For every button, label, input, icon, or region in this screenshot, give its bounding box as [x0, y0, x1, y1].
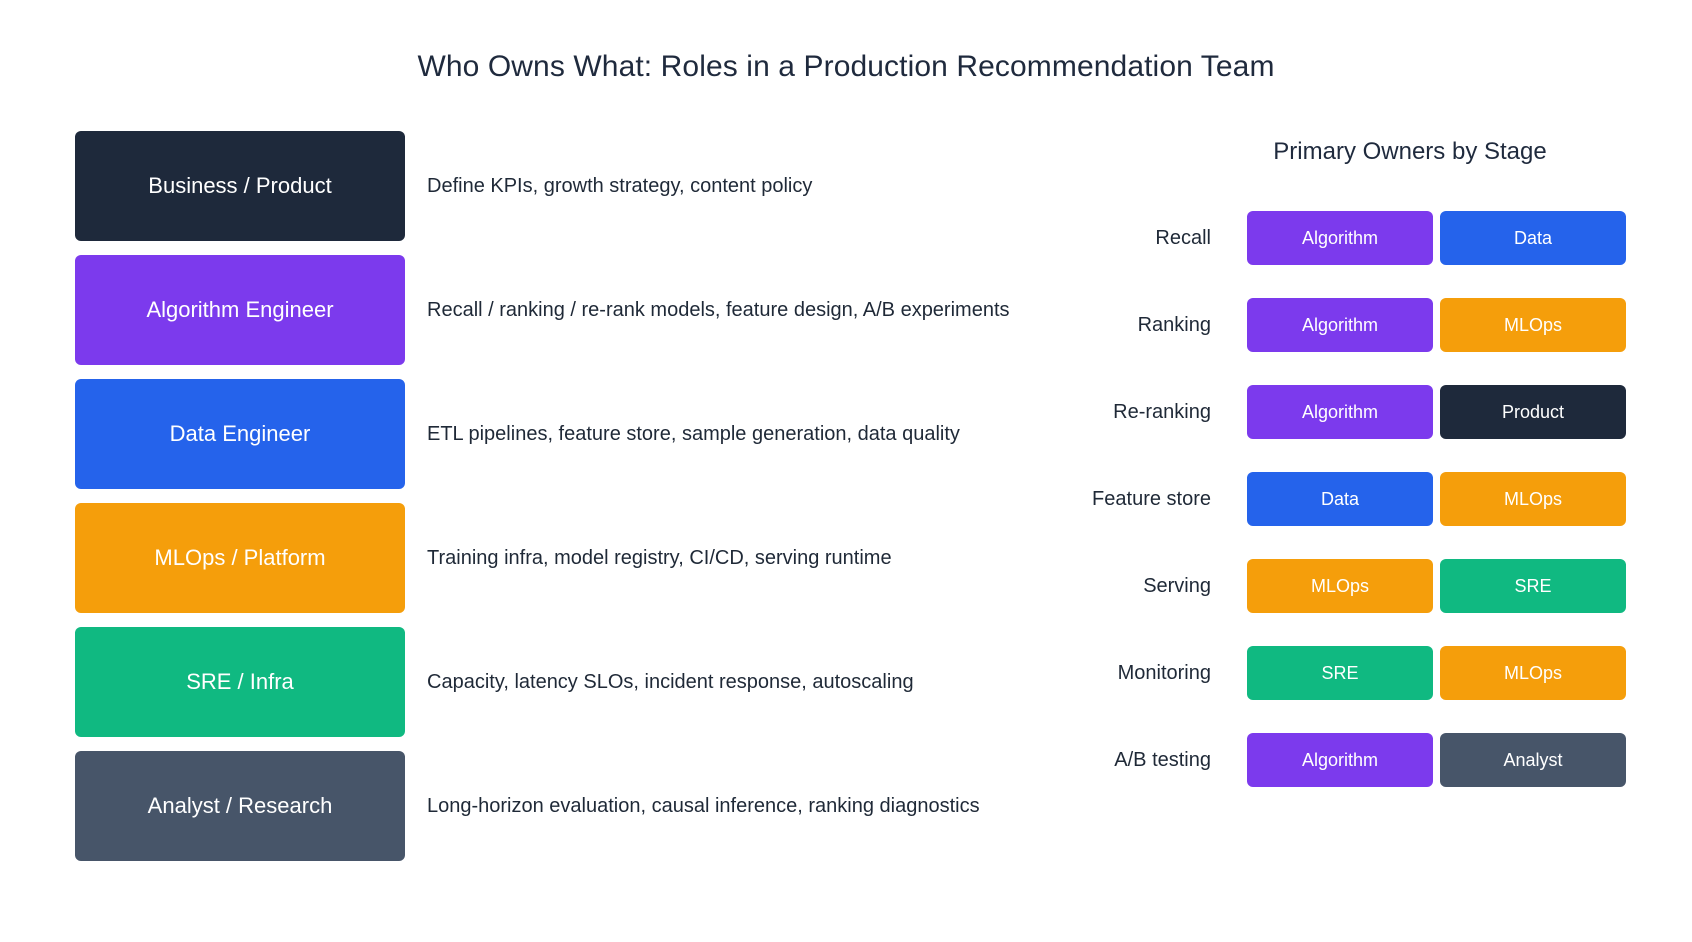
- role-description-data-engineer: ETL pipelines, feature store, sample gen…: [427, 422, 960, 445]
- role-description-algorithm-engineer: Recall / ranking / re-rank models, featu…: [427, 298, 1010, 321]
- owner-chip-ab-testing-1: Algorithm: [1247, 733, 1433, 787]
- stage-label-ab-testing: A/B testing: [1114, 748, 1211, 771]
- stage-row-re-ranking: Re-ranking Algorithm Product: [1060, 385, 1630, 439]
- owner-chip-recall-2: Data: [1440, 211, 1626, 265]
- role-row-sre-infra: SRE / Infra Capacity, latency SLOs, inci…: [75, 627, 1075, 737]
- role-row-mlops-platform: MLOps / Platform Training infra, model r…: [75, 503, 1075, 613]
- role-box-mlops-platform: MLOps / Platform: [75, 503, 405, 613]
- owner-chip-monitoring-2: MLOps: [1440, 646, 1626, 700]
- role-box-sre-infra: SRE / Infra: [75, 627, 405, 737]
- stage-row-ab-testing: A/B testing Algorithm Analyst: [1060, 733, 1630, 787]
- role-description-business-product: Define KPIs, growth strategy, content po…: [427, 174, 813, 197]
- role-row-business-product: Business / Product Define KPIs, growth s…: [75, 131, 1075, 241]
- owner-chip-re-ranking-2: Product: [1440, 385, 1626, 439]
- stage-row-serving: Serving MLOps SRE: [1060, 559, 1630, 613]
- role-description-analyst-research: Long-horizon evaluation, causal inferenc…: [427, 794, 980, 817]
- owner-chip-re-ranking-1: Algorithm: [1247, 385, 1433, 439]
- stage-label-ranking: Ranking: [1137, 313, 1211, 336]
- owner-chip-monitoring-1: SRE: [1247, 646, 1433, 700]
- stage-row-feature-store: Feature store Data MLOps: [1060, 472, 1630, 526]
- role-box-analyst-research: Analyst / Research: [75, 751, 405, 861]
- role-box-data-engineer: Data Engineer: [75, 379, 405, 489]
- stage-label-feature-store: Feature store: [1092, 487, 1211, 510]
- role-box-business-product: Business / Product: [75, 131, 405, 241]
- owner-chip-serving-2: SRE: [1440, 559, 1626, 613]
- owner-chip-recall-1: Algorithm: [1247, 211, 1433, 265]
- stage-row-monitoring: Monitoring SRE MLOps: [1060, 646, 1630, 700]
- owner-chip-ranking-2: MLOps: [1440, 298, 1626, 352]
- page-title: Who Owns What: Roles in a Production Rec…: [417, 50, 1275, 83]
- stage-label-serving: Serving: [1143, 574, 1211, 597]
- owner-chip-ranking-1: Algorithm: [1247, 298, 1433, 352]
- owner-chip-ab-testing-2: Analyst: [1440, 733, 1626, 787]
- role-row-algorithm-engineer: Algorithm Engineer Recall / ranking / re…: [75, 255, 1075, 365]
- owner-chip-serving-1: MLOps: [1247, 559, 1433, 613]
- role-row-data-engineer: Data Engineer ETL pipelines, feature sto…: [75, 379, 1075, 489]
- stage-row-ranking: Ranking Algorithm MLOps: [1060, 298, 1630, 352]
- owners-panel-title: Primary Owners by Stage: [1273, 138, 1547, 165]
- stage-label-recall: Recall: [1155, 226, 1211, 249]
- stage-label-re-ranking: Re-ranking: [1113, 400, 1211, 423]
- role-description-mlops-platform: Training infra, model registry, CI/CD, s…: [427, 546, 892, 569]
- role-row-analyst-research: Analyst / Research Long-horizon evaluati…: [75, 751, 1075, 861]
- stage-label-monitoring: Monitoring: [1117, 661, 1211, 684]
- owner-chip-feature-store-1: Data: [1247, 472, 1433, 526]
- role-box-algorithm-engineer: Algorithm Engineer: [75, 255, 405, 365]
- stage-row-recall: Recall Algorithm Data: [1060, 211, 1630, 265]
- role-description-sre-infra: Capacity, latency SLOs, incident respons…: [427, 670, 914, 693]
- owner-chip-feature-store-2: MLOps: [1440, 472, 1626, 526]
